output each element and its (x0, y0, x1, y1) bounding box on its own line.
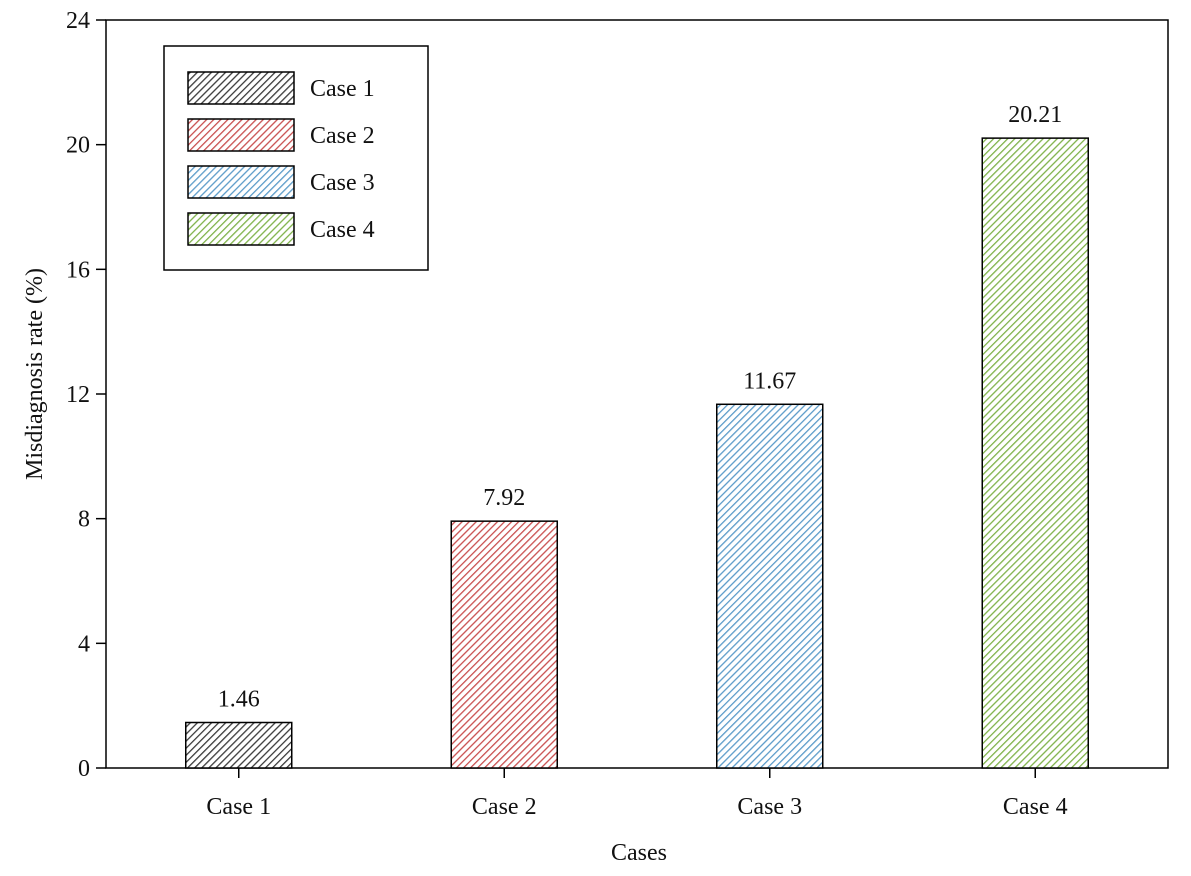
legend: Case 1 Case 2 Case 3 Case 4 (163, 45, 429, 271)
legend-label: Case 1 (310, 76, 375, 102)
x-tick-label: Case 4 (1003, 794, 1068, 820)
y-tick-label: 8 (78, 507, 90, 533)
x-tick-label: Case 3 (737, 794, 802, 820)
x-tick-label: Case 1 (206, 794, 271, 820)
legend-label: Case 4 (310, 217, 375, 243)
bar-2 (450, 520, 558, 769)
legend-swatch (187, 71, 295, 105)
bar-value-label: 11.67 (743, 368, 796, 394)
legend-label: Case 3 (310, 170, 375, 196)
x-axis: Case 1 Case 2 Case 3 Case 4 (206, 768, 1068, 820)
legend-swatch (187, 165, 295, 199)
bar-1 (185, 721, 293, 769)
y-tick-label: 12 (66, 382, 90, 408)
y-tick-label: 20 (66, 133, 90, 159)
bar-value-label: 1.46 (218, 686, 260, 712)
y-tick-label: 16 (66, 257, 90, 283)
y-tick-label: 0 (78, 756, 90, 782)
bar-series (185, 137, 1089, 769)
legend-swatch (187, 118, 295, 152)
x-axis-title: Cases (611, 840, 667, 866)
x-tick-label: Case 2 (472, 794, 537, 820)
bar-3 (716, 403, 824, 769)
legend-swatch (187, 212, 295, 246)
y-axis: 0 4 8 12 16 20 24 (66, 8, 106, 782)
y-tick-label: 24 (66, 8, 90, 34)
bar-value-label: 7.92 (483, 485, 525, 511)
data-labels: 1.46 7.92 11.67 20.21 (218, 102, 1063, 712)
y-axis-title: Misdiagnosis rate (%) (22, 268, 48, 480)
y-tick-label: 4 (78, 631, 90, 657)
legend-label: Case 2 (310, 123, 375, 149)
bar-value-label: 20.21 (1008, 102, 1062, 128)
bar-4 (981, 137, 1089, 769)
